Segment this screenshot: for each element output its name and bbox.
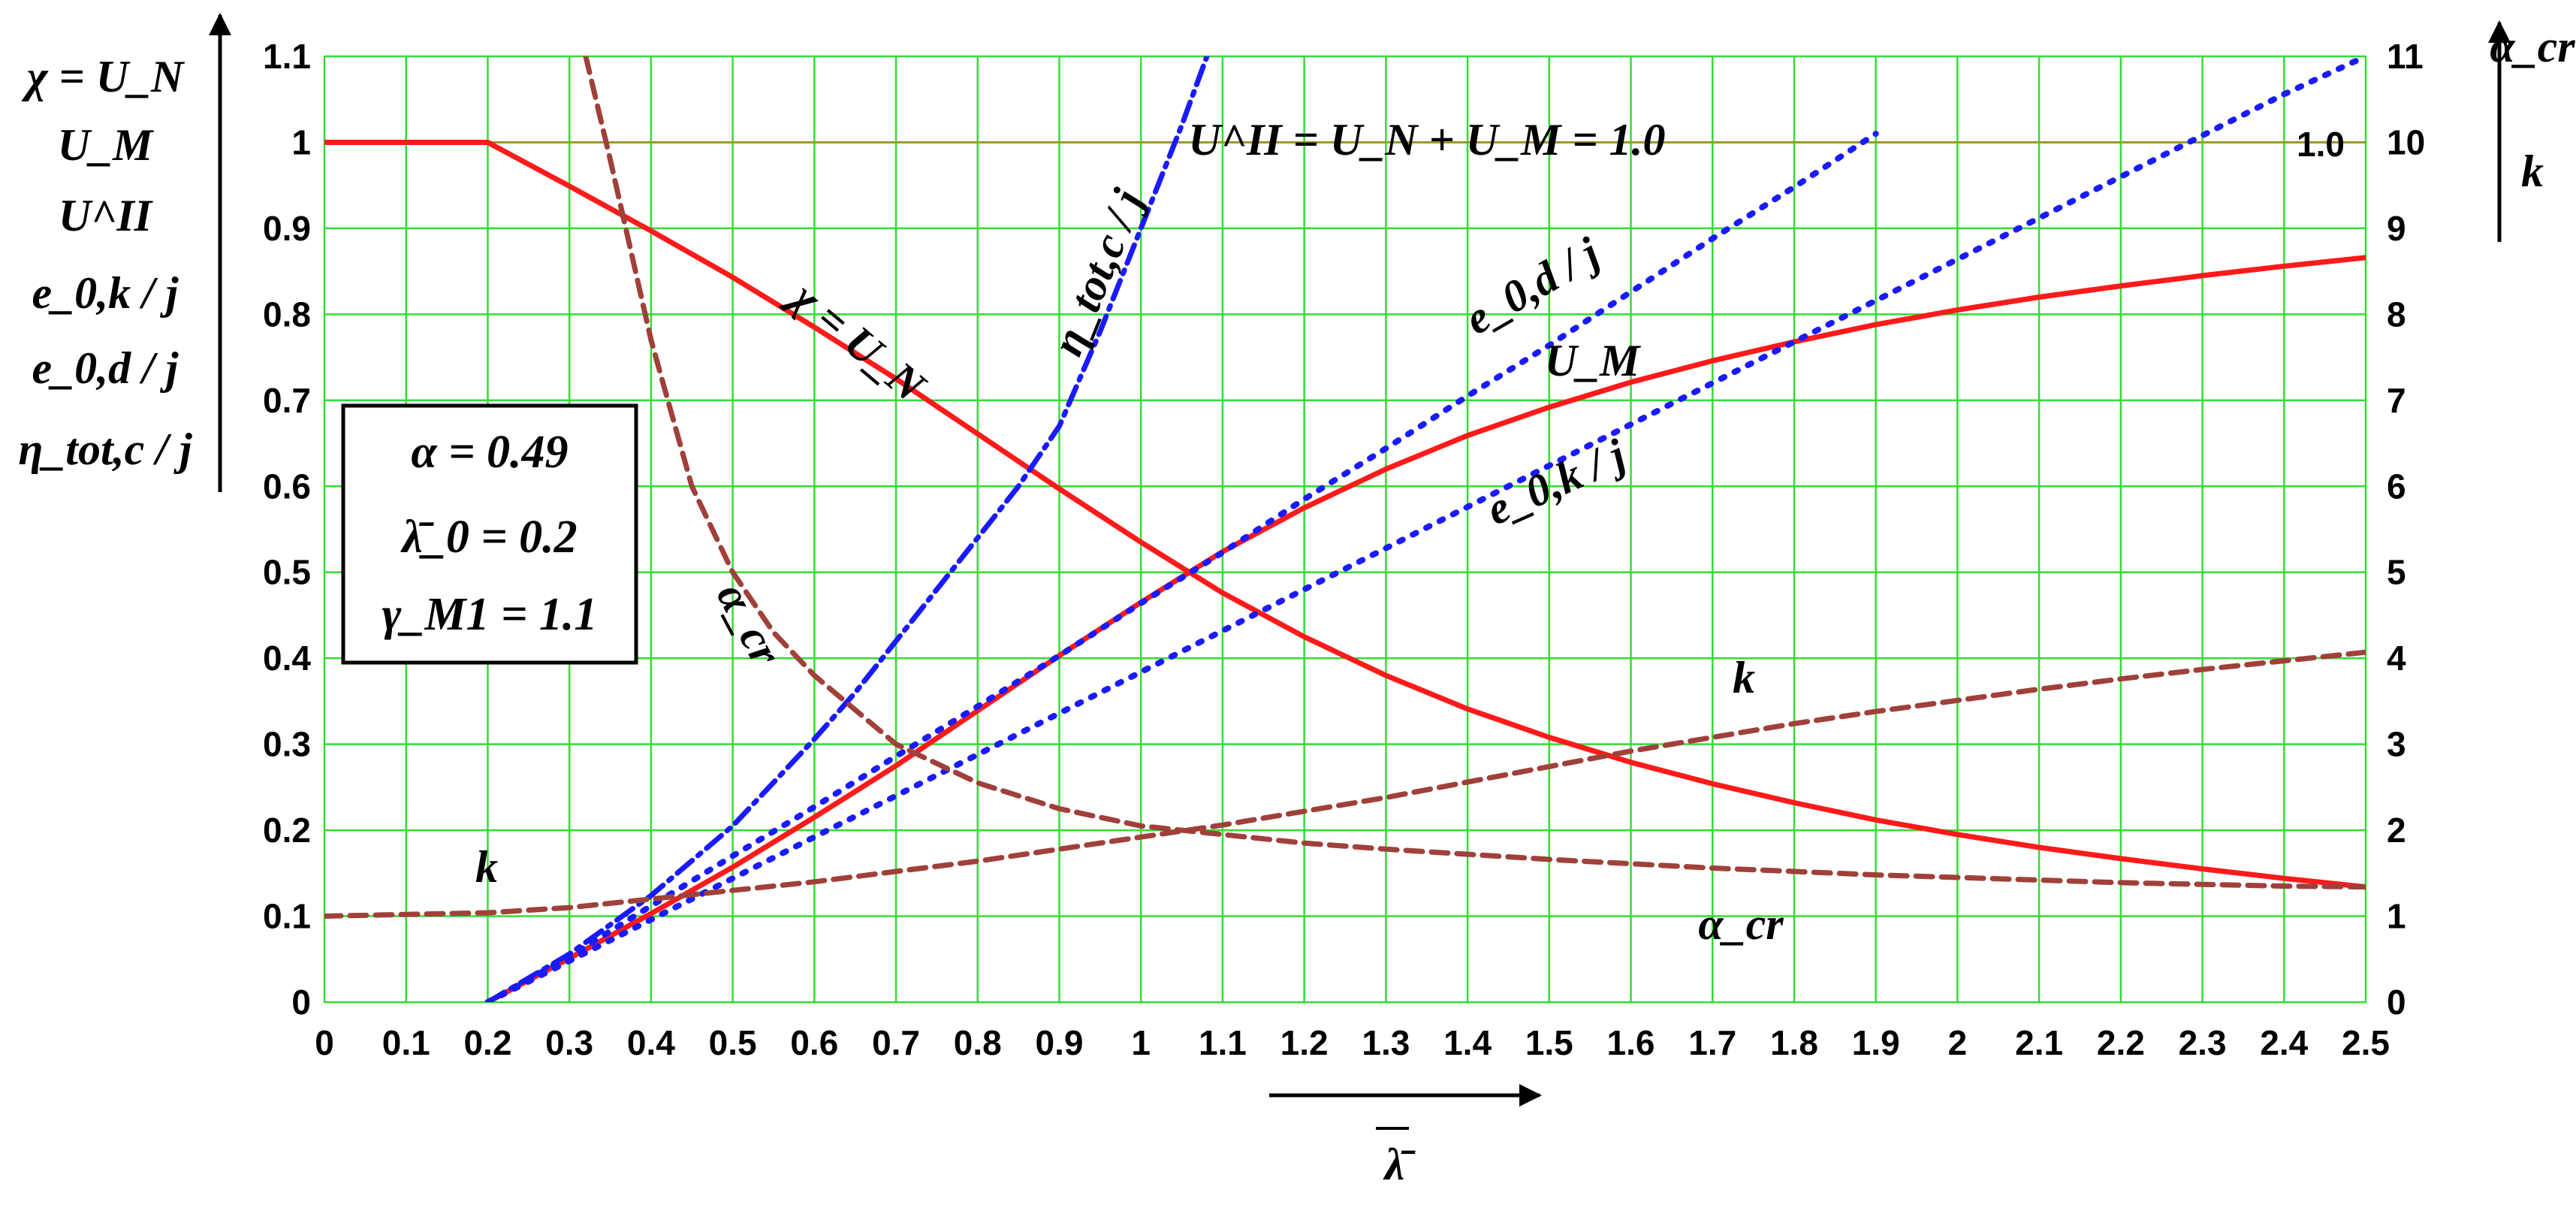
y-left-tick-label: 0.2: [263, 811, 311, 850]
y-right-tick-label: 2: [2387, 811, 2406, 850]
y-right-tick-label: 4: [2387, 639, 2406, 678]
y-left-tick-label: 0.6: [263, 467, 311, 506]
y-right-tick-label: 10: [2387, 122, 2425, 162]
y-left-tick-label: 0.3: [263, 725, 311, 764]
right-axis-labels: α_cr k: [2490, 22, 2575, 196]
parameter-box: α = 0.49 λ̄_0 = 0.2 γ_M1 = 1.1: [341, 403, 638, 665]
x-tick-label: 1.5: [1525, 1023, 1573, 1062]
series-line-e0k: [484, 56, 2366, 1002]
left-label-u2: U^II: [59, 191, 154, 240]
y-left-tick-label: 0.7: [263, 381, 311, 420]
right-label-acr: α_cr: [2490, 22, 2575, 71]
annotation-u2-equation: U^II = U_N + U_M = 1.0: [1188, 115, 1665, 165]
y-right-tick-label: 6: [2387, 467, 2406, 506]
param-gamma: γ_M1 = 1.1: [382, 589, 598, 640]
x-tick-label: 2.1: [2015, 1023, 2063, 1062]
left-label-eta: η_tot,c / j: [18, 424, 192, 474]
x-tick-label: 2.3: [2179, 1023, 2227, 1062]
series-line-um: [484, 255, 2366, 1002]
x-tick-label: 0.1: [382, 1023, 430, 1062]
x-tick-label: 0.3: [545, 1023, 593, 1062]
annotation-um-curve: U_M: [1545, 336, 1642, 385]
series-line-k: [324, 649, 2366, 919]
y-right-tick-label: 7: [2387, 381, 2406, 420]
y-right-tick-label: 5: [2387, 553, 2406, 592]
y-left-tick-label: 0.1: [263, 897, 311, 936]
x-tick-label: 1: [1131, 1023, 1151, 1062]
x-tick-label: 0.2: [463, 1023, 511, 1062]
y-right-tick-label: 1: [2387, 897, 2406, 936]
annotation-k-right: k: [1733, 653, 1755, 702]
x-tick-label: 1.8: [1770, 1023, 1818, 1062]
x-tick-label: 0.7: [872, 1023, 920, 1062]
y-left-tick-label: 0.5: [263, 553, 311, 592]
y-left-tick-label: 0: [291, 983, 311, 1022]
x-tick-label: 2: [1948, 1023, 1968, 1062]
annotation-k-left: k: [475, 842, 498, 892]
x-tick-label: 1.2: [1280, 1023, 1329, 1062]
x-tick-label: 2.5: [2342, 1023, 2390, 1062]
annotation-acr-bottom: α_cr: [1698, 899, 1784, 949]
x-tick-label: 1.4: [1443, 1023, 1492, 1062]
x-tick-label: 0.5: [709, 1023, 757, 1062]
series-line-acr: [583, 56, 2366, 890]
x-tick-label: 1.6: [1607, 1023, 1655, 1062]
left-label-e0d: e_0,d / j: [32, 343, 179, 393]
x-tick-label: 1.9: [1852, 1023, 1900, 1062]
x-tick-label: 0.6: [790, 1023, 838, 1062]
tick-layer: 0 0.1 0.2 0.3 0.4 0.5 0.6 0.7 0.8 0.9 1 1.1 1.2 1.3 1.…: [263, 37, 2425, 1062]
x-tick-label: 0.8: [954, 1023, 1002, 1062]
param-lambda0: λ̄_0 = 0.2: [400, 512, 577, 563]
y-left-tick-label: 0.9: [263, 209, 311, 248]
x-tick-label: 0: [315, 1023, 334, 1062]
series-line-chi: [324, 140, 2366, 890]
y-left-tick-label: 0.8: [263, 294, 311, 334]
y-right-tick-label: 8: [2387, 294, 2406, 334]
left-label-um: U_M: [58, 120, 155, 170]
x-axis-label: λ̄: [1376, 1127, 1416, 1189]
x-tick-label: 2.2: [2097, 1023, 2145, 1062]
x-tick-label: 1.1: [1199, 1023, 1247, 1062]
left-axis-labels: χ = U_N U_M U^II e_0,k / j e_0,d / j η_t…: [18, 52, 192, 474]
y-right-tick-label: 3: [2387, 725, 2406, 764]
annotation-one: 1.0: [2297, 125, 2345, 164]
y-right-tick-label: 9: [2387, 209, 2406, 248]
y-left-tick-label: 0.4: [263, 639, 311, 678]
x-tick-label: 0.9: [1036, 1023, 1084, 1062]
series-line-e0d: [484, 131, 1879, 1002]
param-alpha: α = 0.49: [411, 427, 568, 478]
x-tick-label: 1.3: [1362, 1023, 1410, 1062]
x-tick-label: 2.4: [2260, 1023, 2308, 1062]
left-label-e0k: e_0,k / j: [32, 268, 179, 318]
y-right-tick-label: 0: [2387, 983, 2406, 1022]
y-right-tick-label: 11: [2387, 37, 2424, 76]
y-left-tick-label: 1: [291, 122, 311, 162]
x-tick-label: 0.4: [627, 1023, 675, 1062]
x-axis-label-text: λ̄: [1383, 1140, 1416, 1189]
right-label-k: k: [2521, 146, 2544, 196]
y-left-tick-label: 1.1: [263, 37, 311, 76]
series-layer: [324, 56, 2366, 1002]
left-label-chi: χ = U_N: [22, 52, 186, 101]
x-tick-label: 1.7: [1688, 1023, 1736, 1062]
series-line-eta: [484, 56, 1210, 1002]
